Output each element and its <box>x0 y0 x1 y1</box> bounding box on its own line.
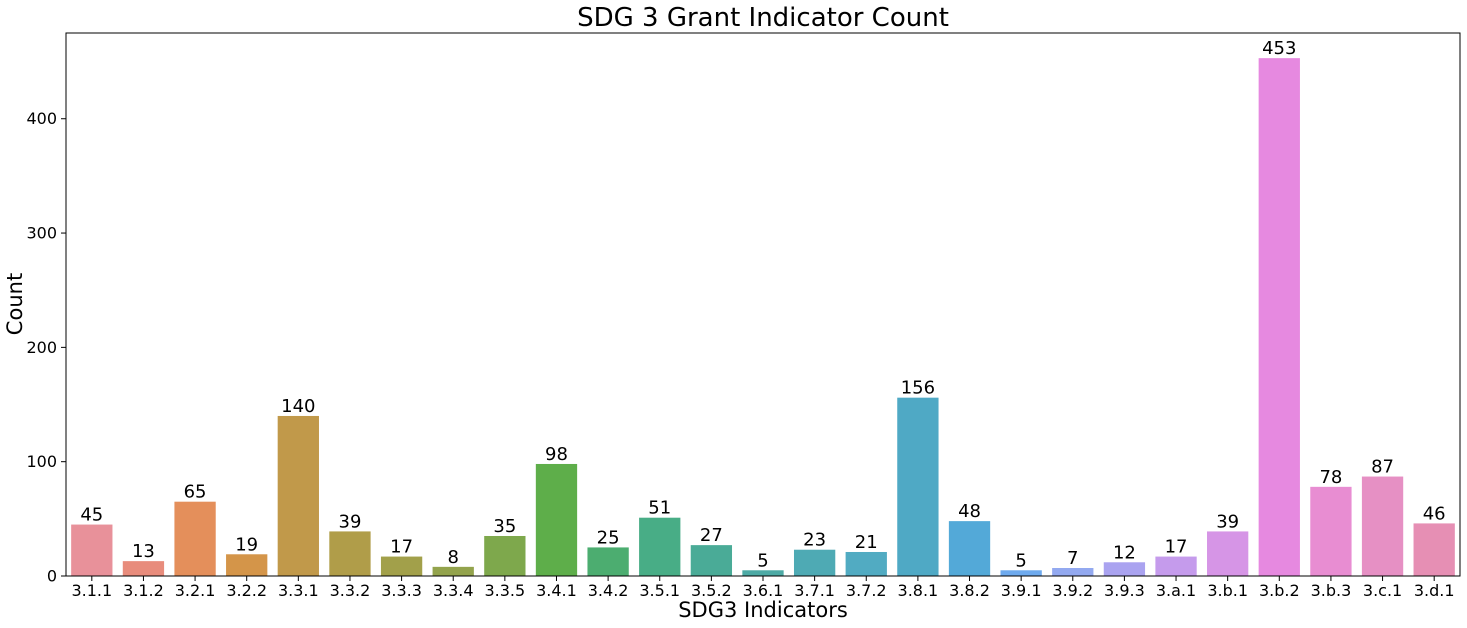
x-tick-label: 3.c.1 <box>1363 581 1402 600</box>
bar-3.5.2 <box>690 545 733 576</box>
bar-value-label: 21 <box>855 532 878 553</box>
x-tick-label: 3.7.1 <box>794 581 835 600</box>
bar-value-label: 46 <box>1423 503 1446 524</box>
y-tick-label: 0 <box>47 567 57 586</box>
x-tick-label: 3.1.1 <box>71 581 112 600</box>
bar-3.9.3 <box>1103 562 1146 576</box>
bar-value-label: 45 <box>80 505 103 526</box>
bar-value-label: 156 <box>901 378 935 399</box>
bar-value-label: 140 <box>281 396 315 417</box>
x-tick-label: 3.d.1 <box>1414 581 1455 600</box>
x-tick-label: 3.a.1 <box>1156 581 1196 600</box>
bar-3.4.1 <box>535 463 578 576</box>
bar-3.c.1 <box>1361 476 1404 576</box>
x-tick-label: 3.3.3 <box>381 581 422 600</box>
bar-value-label: 12 <box>1113 542 1136 563</box>
bar-3.4.2 <box>587 547 629 576</box>
bar-value-label: 35 <box>493 516 516 537</box>
plot-frame <box>65 32 1461 577</box>
bar-value-label: 51 <box>648 498 671 519</box>
bar-value-label: 17 <box>1165 537 1188 558</box>
bar-value-label: 87 <box>1371 457 1394 478</box>
bar-value-label: 5 <box>1015 550 1026 571</box>
bar-value-label: 7 <box>1067 548 1078 569</box>
x-tick-label: 3.9.3 <box>1104 581 1145 600</box>
bar-value-label: 65 <box>184 482 207 503</box>
bar-value-label: 39 <box>339 511 362 532</box>
bar-value-label: 98 <box>545 444 568 465</box>
bar-3.3.2 <box>329 531 371 576</box>
y-tick-label: 200 <box>26 338 57 357</box>
bar-3.3.3 <box>380 556 423 576</box>
plot-area: 45 3.1.1 13 3.1.2 65 3.2.1 19 3.2.2 140 3.3.1 39 3.… <box>26 32 1461 600</box>
bar-value-label: 453 <box>1262 38 1296 59</box>
bar-3.7.2 <box>845 551 887 576</box>
x-tick-label: 3.7.2 <box>846 581 887 600</box>
bar-3.b.3 <box>1310 486 1352 576</box>
x-tick-label: 3.8.2 <box>949 581 990 600</box>
bar-value-label: 78 <box>1319 467 1342 488</box>
x-tick-label: 3.3.2 <box>330 581 371 600</box>
x-tick-label: 3.3.1 <box>278 581 319 600</box>
bar-3.b.2 <box>1258 58 1300 576</box>
x-tick-label: 3.b.3 <box>1311 581 1352 600</box>
bar-3.6.1 <box>742 570 784 576</box>
x-tick-label: 3.9.2 <box>1052 581 1093 600</box>
y-axis-label: Count <box>3 273 27 335</box>
x-tick-label: 3.2.2 <box>226 581 267 600</box>
bar-3.d.1 <box>1413 523 1455 576</box>
bar-3.9.2 <box>1052 568 1094 576</box>
y-tick-label: 100 <box>26 452 57 471</box>
x-tick-label: 3.8.1 <box>898 581 939 600</box>
x-tick-label: 3.9.1 <box>1001 581 1042 600</box>
x-axis-label: SDG3 Indicators <box>678 598 848 622</box>
bar-value-label: 17 <box>390 537 413 558</box>
bar-3.b.1 <box>1207 531 1249 576</box>
x-tick-label: 3.4.1 <box>536 581 577 600</box>
bar-value-label: 19 <box>235 534 258 555</box>
bar-3.9.1 <box>1000 570 1042 576</box>
x-tick-label: 3.5.2 <box>691 581 732 600</box>
bar-value-label: 13 <box>132 541 155 562</box>
x-tick-label: 3.3.4 <box>433 581 474 600</box>
bar-3.8.1 <box>897 397 939 576</box>
bar-value-label: 5 <box>757 550 768 571</box>
bar-value-label: 25 <box>597 527 620 548</box>
bar-3.2.1 <box>174 501 216 576</box>
bar-3.1.2 <box>122 561 165 576</box>
x-tick-label: 3.b.2 <box>1259 581 1300 600</box>
bar-value-label: 27 <box>700 525 723 546</box>
bar-value-label: 8 <box>447 547 458 568</box>
bar-value-label: 39 <box>1216 511 1239 532</box>
bar-3.a.1 <box>1155 556 1197 576</box>
bar-3.3.1 <box>277 415 319 576</box>
bar-value-label: 23 <box>803 530 826 551</box>
bar-3.3.4 <box>432 566 474 576</box>
bar-3.8.2 <box>948 521 991 576</box>
y-tick-label: 300 <box>26 224 57 243</box>
bar-3.7.1 <box>793 549 836 576</box>
bar-3.5.1 <box>639 517 681 576</box>
bar-value-label: 48 <box>958 501 981 522</box>
x-tick-label: 3.5.1 <box>639 581 680 600</box>
x-tick-label: 3.3.5 <box>484 581 525 600</box>
x-tick-label: 3.4.2 <box>588 581 629 600</box>
x-tick-label: 3.1.2 <box>123 581 164 600</box>
x-tick-label: 3.6.1 <box>743 581 784 600</box>
x-tick-label: 3.2.1 <box>175 581 216 600</box>
y-tick-label: 400 <box>26 109 57 128</box>
bar-3.3.5 <box>484 535 526 576</box>
chart-title: SDG 3 Grant Indicator Count <box>577 3 949 33</box>
bar-3.1.1 <box>71 524 113 576</box>
x-tick-label: 3.b.1 <box>1207 581 1248 600</box>
bar-3.2.2 <box>226 554 268 576</box>
